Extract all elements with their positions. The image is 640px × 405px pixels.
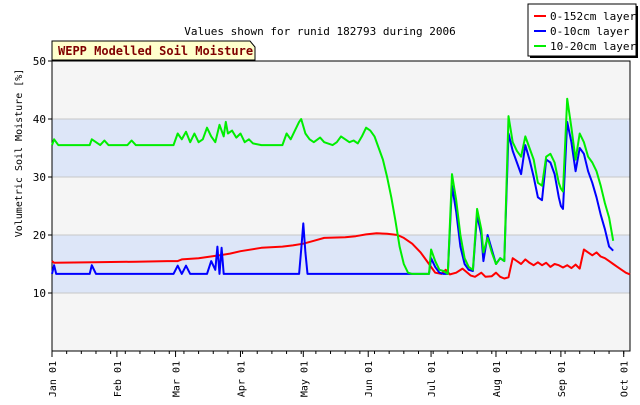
x-tick-label: Feb 01 — [113, 361, 124, 397]
legend-label: 0-10cm layer — [550, 25, 630, 38]
background-band — [52, 119, 630, 177]
x-axis: Jan 01 Feb 01 Mar 01 Apr 01 May 01 Jun 01 Jul … — [48, 351, 631, 397]
legend-label: 0-152cm layer — [550, 10, 636, 23]
x-tick-label: Jan 01 — [48, 361, 59, 397]
x-tick-label: Apr 01 — [236, 361, 247, 397]
series-line-2 — [51, 97, 615, 275]
title-badge: WEPP Modelled Soil Moisture — [51, 40, 256, 61]
series-line-0 — [51, 232, 631, 280]
plot-frame — [51, 60, 631, 352]
badge-text: WEPP Modelled Soil Moisture — [58, 44, 253, 58]
y-tick-label: 10 — [33, 287, 46, 300]
y-axis: 10 20 30 40 50 — [33, 55, 52, 300]
y-tick-label: 40 — [33, 113, 46, 126]
series-layer — [51, 97, 631, 280]
chart-title: Values shown for runid 182793 during 200… — [184, 25, 456, 38]
x-tick-label: May 01 — [299, 361, 310, 397]
y-tick-label: 50 — [33, 55, 46, 68]
x-tick-label: Aug 01 — [492, 361, 503, 397]
y-axis-label: Volumetric Soil Moisture [%] — [14, 69, 25, 238]
x-tick-label: Oct 01 — [620, 361, 631, 397]
legend-label: 10-20cm layer — [550, 40, 636, 53]
x-tick-label: Jul 01 — [427, 361, 438, 397]
x-tick-label: Sep 01 — [557, 361, 568, 397]
y-tick-label: 30 — [33, 171, 46, 184]
y-tick-label: 20 — [33, 229, 46, 242]
badge-shape — [51, 40, 256, 61]
x-tick-label: Jun 01 — [364, 361, 375, 397]
legend: 0-152cm layer 0-10cm layer 10-20cm layer — [527, 3, 638, 58]
background-bands — [52, 119, 630, 293]
plot-background — [52, 61, 630, 351]
background-band — [52, 235, 630, 293]
x-tick-label: Mar 01 — [172, 361, 183, 397]
